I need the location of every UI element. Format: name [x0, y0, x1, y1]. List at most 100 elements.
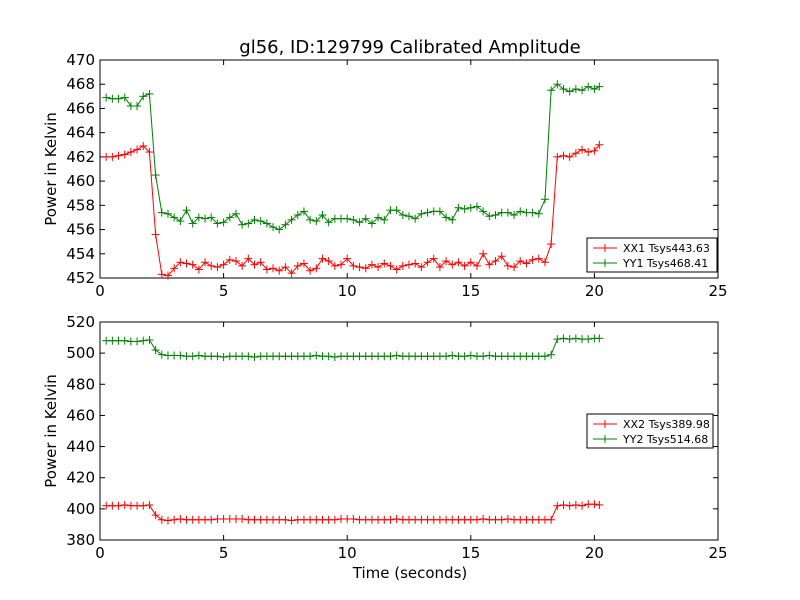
data-point [275, 225, 284, 234]
y-tick-label: 462 [66, 148, 95, 166]
data-point [522, 259, 531, 268]
y-tick-label: 460 [66, 172, 95, 190]
data-point [238, 261, 247, 270]
data-point [219, 353, 228, 362]
y-axis-label: Power in Kelvin [42, 112, 60, 226]
data-point [590, 500, 599, 509]
data-point [595, 140, 604, 149]
data-point [479, 352, 488, 361]
legend-label: YY1 Tsys468.41 [622, 257, 708, 270]
x-tick-label: 25 [708, 544, 727, 562]
data-point [516, 207, 525, 216]
x-tick-label: 15 [461, 544, 480, 562]
data-point [534, 254, 543, 263]
data-point [528, 208, 537, 217]
data-point [170, 264, 179, 273]
data-point [324, 352, 333, 361]
data-point [133, 337, 142, 346]
data-point [547, 240, 556, 249]
data-point [299, 259, 308, 268]
data-point [188, 260, 197, 269]
data-point [139, 501, 148, 510]
data-point [194, 351, 203, 360]
data-point [330, 261, 339, 270]
data-point [442, 257, 451, 266]
data-point [151, 346, 160, 355]
data-point [417, 209, 426, 218]
x-tick-label: 20 [585, 544, 604, 562]
data-point [157, 350, 166, 359]
data-point [262, 265, 271, 274]
data-point [287, 215, 296, 224]
data-point [114, 94, 123, 103]
data-point [448, 215, 457, 224]
data-point [442, 352, 451, 361]
data-point [287, 516, 296, 525]
data-point [299, 207, 308, 216]
data-point [411, 259, 420, 268]
data-point [201, 258, 210, 267]
data-point [485, 212, 494, 221]
data-point [139, 141, 148, 150]
x-tick-label: 20 [585, 282, 604, 300]
data-point [349, 215, 358, 224]
data-point [157, 270, 166, 279]
data-point [145, 500, 154, 509]
data-point [176, 217, 185, 226]
data-point [262, 219, 271, 228]
data-point [472, 261, 481, 270]
data-point [281, 220, 290, 229]
data-point [188, 352, 197, 361]
data-point [213, 263, 222, 272]
data-point [559, 151, 568, 160]
data-point [485, 351, 494, 360]
data-point [392, 206, 401, 215]
y-axis-label: Power in Kelvin [42, 374, 60, 488]
data-point [293, 261, 302, 270]
data-point [145, 335, 154, 344]
y-tick-label: 480 [66, 375, 95, 393]
x-tick-label: 5 [219, 544, 229, 562]
data-point [312, 217, 321, 226]
data-point [207, 261, 216, 270]
data-point [250, 353, 259, 362]
data-point [170, 515, 179, 524]
data-point [219, 218, 228, 227]
data-point [417, 263, 426, 272]
data-point [145, 89, 154, 98]
data-point [503, 514, 512, 523]
data-point [163, 209, 172, 218]
data-point [590, 85, 599, 94]
data-point [491, 257, 500, 266]
data-point [213, 219, 222, 228]
data-point [584, 335, 593, 344]
data-point [460, 204, 469, 213]
data-point [231, 209, 240, 218]
data-point [466, 258, 475, 267]
data-point [595, 82, 604, 91]
data-point [343, 214, 352, 223]
data-point [559, 334, 568, 343]
data-point [528, 255, 537, 264]
y-tick-label: 400 [66, 500, 95, 518]
data-point [281, 515, 290, 524]
data-point [355, 218, 364, 227]
y-tick-label: 458 [66, 196, 95, 214]
data-point [145, 148, 154, 157]
x-tick-label: 10 [338, 544, 357, 562]
data-point [139, 336, 148, 345]
data-point [120, 500, 129, 509]
data-point [540, 195, 549, 204]
data-point [182, 259, 191, 268]
data-point [571, 149, 580, 158]
data-point [540, 258, 549, 267]
legend-label: XX1 Tsys443.63 [623, 242, 710, 255]
data-point [374, 213, 383, 222]
data-point [398, 211, 407, 220]
data-point [472, 202, 481, 211]
data-point [133, 145, 142, 154]
data-point [380, 259, 389, 268]
data-point [578, 501, 587, 510]
data-point [349, 261, 358, 270]
data-point [250, 260, 259, 269]
